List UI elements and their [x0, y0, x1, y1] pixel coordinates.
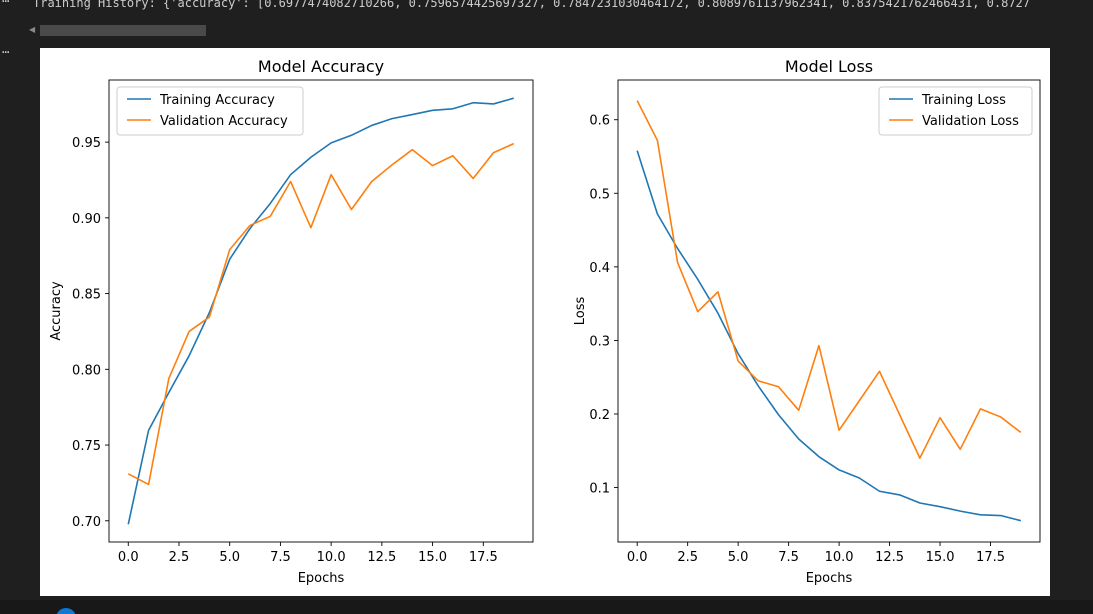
y-tick-label: 0.5	[589, 187, 610, 202]
figure-svg: 0.0 2.5 5.0 7.5 10.0 12.5 15.0 17.5 0.70 0.75 0.80…	[49, 57, 1041, 586]
chart-title: Model Loss	[785, 57, 873, 76]
accuracy-axes: 0.0 2.5 5.0 7.5 10.0 12.5 15.0 17.5 0.70 0.75 0.80…	[49, 57, 534, 586]
legend: Training Loss Validation Loss	[878, 86, 1033, 136]
matplotlib-figure: 0.0 2.5 5.0 7.5 10.0 12.5 15.0 17.5 0.70 0.75 0.80…	[40, 48, 1050, 596]
status-indicator-icon	[56, 608, 76, 614]
x-tick-label: 15.0	[926, 550, 955, 565]
plot-output-menu-dots-icon[interactable]: ⋯	[2, 45, 10, 59]
x-tick-label: 5.0	[219, 550, 240, 565]
y-tick-label: 0.80	[72, 363, 101, 378]
x-axis-label: Epochs	[806, 571, 853, 586]
x-tick-label: 2.5	[169, 550, 190, 565]
horizontal-scrollbar-thumb[interactable]	[40, 25, 206, 36]
legend-label-1: Validation Loss	[922, 114, 1019, 129]
x-tick-label: 0.0	[627, 550, 648, 565]
legend-label-0: Training Loss	[921, 93, 1006, 108]
y-tick-label: 0.75	[72, 439, 101, 454]
y-tick-label: 0.90	[72, 212, 101, 227]
series-line-1	[636, 100, 1022, 459]
legend-box	[116, 86, 304, 136]
loss-axes: 0.0 2.5 5.0 7.5 10.0 12.5 15.0 17.5 0.1 0.2 0.3 0.4…	[573, 57, 1041, 586]
y-tick-label: 0.4	[589, 261, 610, 276]
axes-frame	[617, 79, 1041, 543]
x-axis-label: Epochs	[298, 571, 345, 586]
bottom-bar	[0, 600, 1093, 614]
y-tick-label: 0.3	[589, 334, 610, 349]
series-line-1	[127, 142, 515, 486]
x-tick-label: 5.0	[728, 550, 749, 565]
output-collapse-dots-icon[interactable]: ⋯	[2, 0, 10, 8]
legend-label-0: Training Accuracy	[159, 93, 275, 108]
scroll-left-arrow-icon[interactable]: ◀	[29, 25, 36, 34]
x-tick-label: 10.0	[317, 550, 346, 565]
x-tick-label: 17.5	[469, 550, 498, 565]
x-tick-label: 12.5	[367, 550, 396, 565]
y-tick-label: 0.95	[72, 136, 101, 151]
series-line-0	[636, 150, 1022, 522]
x-tick-label: 12.5	[875, 550, 904, 565]
x-tick-label: 10.0	[825, 550, 854, 565]
y-tick-label: 0.6	[589, 114, 610, 129]
chart-title: Model Accuracy	[258, 57, 384, 76]
training-history-text: Training History: {'accuracy': [0.697747…	[33, 0, 1030, 10]
x-tick-label: 17.5	[976, 550, 1005, 565]
legend: Training Accuracy Validation Accuracy	[116, 86, 304, 136]
y-tick-label: 0.85	[72, 288, 101, 303]
y-axis-label: Accuracy	[49, 281, 64, 341]
x-tick-label: 7.5	[270, 550, 291, 565]
axes-frame	[108, 79, 534, 543]
y-tick-label: 0.70	[72, 515, 101, 530]
x-tick-label: 0.0	[118, 550, 139, 565]
y-tick-label: 0.1	[589, 482, 610, 497]
y-tick-label: 0.2	[589, 408, 610, 423]
x-tick-label: 15.0	[418, 550, 447, 565]
x-tick-label: 7.5	[778, 550, 799, 565]
x-tick-label: 2.5	[677, 550, 698, 565]
series-line-0	[127, 97, 514, 525]
legend-box	[878, 86, 1033, 136]
legend-label-1: Validation Accuracy	[160, 114, 288, 129]
y-axis-label: Loss	[573, 297, 588, 326]
